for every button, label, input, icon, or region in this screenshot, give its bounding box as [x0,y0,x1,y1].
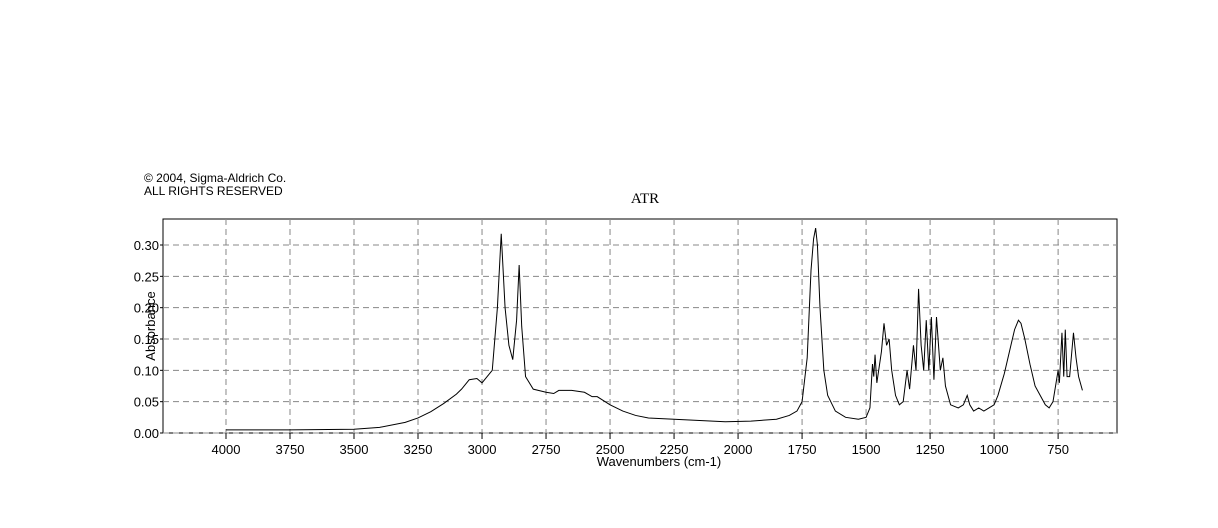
x-tick-label: 3000 [468,442,497,457]
y-tick-label: 0.30 [134,238,159,253]
x-tick-label: 2750 [532,442,561,457]
x-tick-label: 1000 [980,442,1009,457]
y-tick-label: 0.15 [134,332,159,347]
x-tick-label: 1250 [916,442,945,457]
x-tick-label: 2500 [596,442,625,457]
x-tick-label: 1750 [788,442,817,457]
rights: ALL RIGHTS RESERVED [144,184,283,198]
x-tick-label: 4000 [212,442,241,457]
chart-title: ATR [631,191,659,207]
x-tick-label: 2250 [660,442,689,457]
y-tick-label: 0.10 [134,363,159,378]
y-tick-label: 0.25 [134,269,159,284]
x-axis-label: Wavenumbers (cm-1) [597,454,721,469]
y-tick-label: 0.05 [134,395,159,410]
x-tick-label: 3750 [276,442,305,457]
y-tick-label: 0.20 [134,301,159,316]
y-axis-label: Absorbance [143,291,158,360]
spectrum-line [225,227,1083,431]
x-tick-label: 3500 [340,442,369,457]
x-tick-label: 750 [1047,442,1069,457]
y-tick-label: 0.00 [134,426,159,441]
plot-frame [162,218,1118,434]
x-tick-label: 2000 [724,442,753,457]
x-tick-label: 1500 [852,442,881,457]
copyright: © 2004, Sigma-Aldrich Co. [144,171,286,185]
x-tick-label: 3250 [404,442,433,457]
